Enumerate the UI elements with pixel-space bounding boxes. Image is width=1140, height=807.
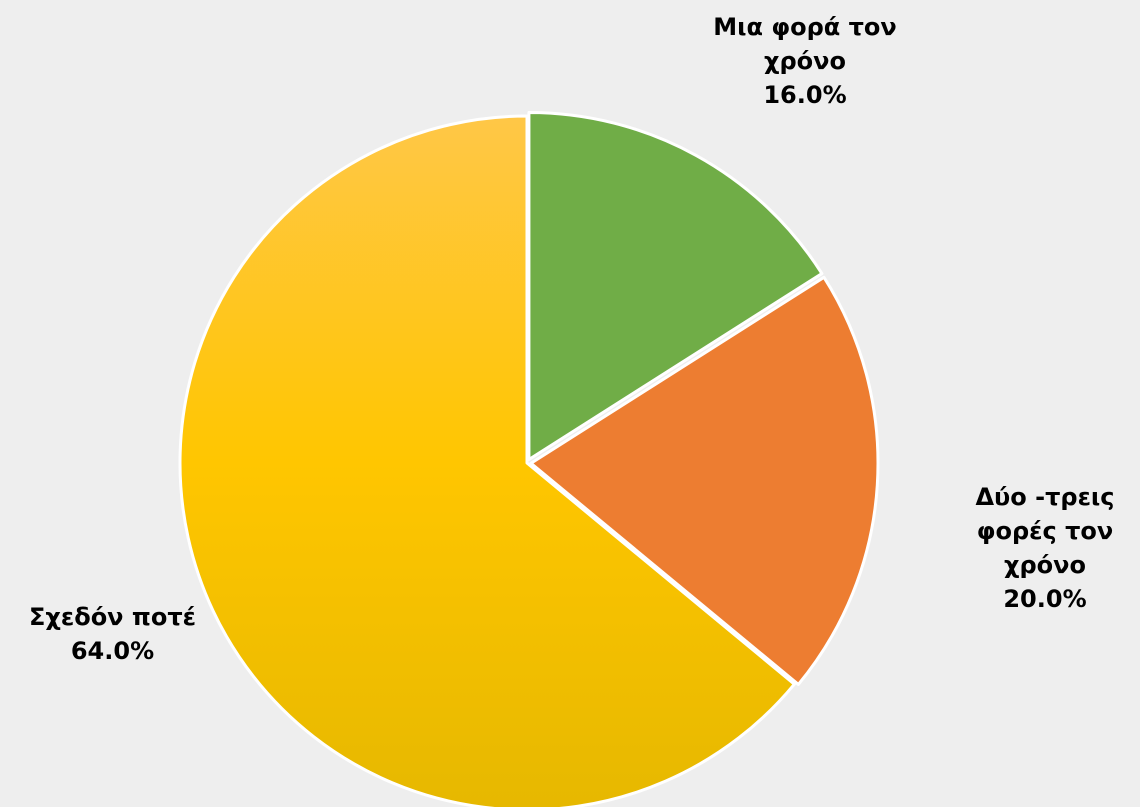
slice-0-name-line-2: χρόνο — [764, 47, 846, 75]
slice-label-once-a-year: Μια φορά τον χρόνο 16.0% — [640, 10, 970, 112]
slice-2-name-line-1: Σχεδόν ποτέ — [28, 603, 197, 631]
slice-1-name-line-1: Δύο -τρεις — [975, 483, 1115, 511]
slice-label-almost-never: Σχεδόν ποτέ 64.0% — [5, 600, 220, 668]
slice-1-value-label: 20.0% — [1003, 585, 1087, 613]
pie-slice-two-three-times — [529, 275, 880, 686]
pie-slice-once-a-year — [527, 110, 824, 461]
slice-1-name-line-2: φορές τον — [976, 517, 1114, 545]
slice-2-value-label: 64.0% — [70, 637, 155, 665]
slice-0-value-label: 16.0% — [763, 81, 847, 109]
slice-label-two-three-times: Δύο -τρεις φορές τον χρόνο 20.0% — [950, 480, 1140, 616]
slice-0-name-line-1: Μια φορά τον — [713, 13, 897, 41]
pie-slice-almost-never — [178, 114, 796, 807]
slice-1-name-line-3: χρόνο — [1004, 551, 1086, 579]
